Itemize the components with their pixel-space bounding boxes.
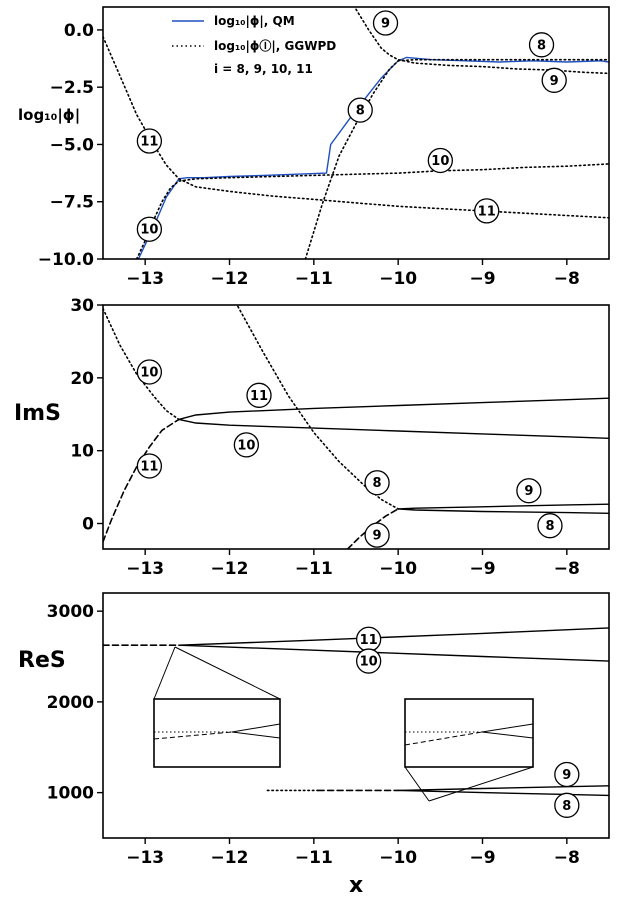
annotation-circle-1-6 [364,522,390,548]
annotation-label-1-1: 11 [250,389,268,404]
annotation-label-1-6: 9 [373,529,382,544]
x-axis-label: x [349,873,363,898]
inset-branch-8-9 [404,698,534,802]
y-tick-label-0-1: −2.5 [50,78,94,98]
annotation-label-1-7: 8 [545,519,554,534]
annotation-label-1-0: 10 [140,366,158,381]
annotation-label-0-7: 11 [478,204,496,219]
x-tick-label-0-5: −8 [554,269,580,289]
annotation-circle-1-0 [136,359,163,385]
series-line-0-3 [135,163,609,259]
annotation-label-1-3: 11 [140,459,158,474]
x-tick-label-2-5: −8 [554,848,580,868]
annotation-circle-1-2 [233,432,260,458]
annotation-circle-0-5 [136,128,163,154]
zoom-insets [153,646,534,802]
y-tick-label-1-3: 0 [82,515,94,535]
x-tick-label-2-2: −11 [295,848,333,868]
series-line-1-1 [103,418,180,543]
x-tick-label-0-3: −10 [379,269,417,289]
annotation-circle-0-7 [474,198,500,224]
x-tick-label-2-3: −10 [379,848,417,868]
series-line-1-4 [237,305,399,510]
x-tick-label-0-0: −13 [126,269,164,289]
annotation-label-2-0: 11 [360,633,378,648]
x-tick-label-1-1: −12 [211,559,249,579]
x-tick-label-1-5: −8 [554,559,580,579]
annotation-label-1-2: 10 [237,438,255,453]
annotation-label-0-5: 11 [140,135,158,150]
y-tick-label-1-2: 10 [70,442,94,462]
series-line-2-1 [178,627,609,646]
annotation-label-0-3: 8 [356,104,365,119]
annotation-circle-2-1 [355,648,382,674]
x-tick-label-0-2: −11 [295,269,333,289]
y-axis-label-res: ReS [18,648,66,673]
annotation-circle-1-3 [136,453,163,479]
annotation-circle-2-3 [554,792,580,818]
x-tick-label-2-4: −9 [469,848,495,868]
y-tick-label-1-0: 30 [70,296,94,316]
x-tick-label-0-4: −9 [469,269,495,289]
inset-branch-10-11 [153,646,281,768]
series-line-0-1 [304,58,609,259]
annotation-circle-1-7 [537,513,563,539]
annotation-circle-0-1 [372,10,399,36]
legend-label-ggwpd: log₁₀|ϕⒾ|, GGWPD [214,38,336,53]
annotation-circle-0-0 [528,32,555,58]
series-line-1-0 [103,307,180,421]
annotation-label-2-2: 9 [562,768,571,783]
annotation-label-2-3: 8 [562,799,571,814]
annotation-circle-0-3 [347,97,373,123]
y-tick-label-2-2: 1000 [47,784,94,804]
annotation-label-0-2: 9 [550,74,559,89]
series-line-1-2 [178,397,609,421]
annotation-circle-0-4 [427,147,453,174]
annotation-label-1-4: 8 [373,476,382,491]
panel-res: 11 10 9 8 −13 −12 −11 −10 −9 −8 3000 2000 1000 [18,592,610,898]
series-line-0-4 [103,36,609,219]
annotation-circle-0-6 [136,216,163,242]
panel-ims: 10 11 10 11 8 9 9 8 −13 −12 −11 −10 −9 −8 30 20 10 0 ImS [14,296,610,579]
series-line-1-6 [397,503,609,510]
annotation-label-1-5: 9 [524,484,533,499]
x-tick-label-0-1: −12 [211,269,249,289]
annotation-circle-1-1 [246,382,272,408]
series-line-1-7 [397,508,609,514]
series-line-2-6 [397,789,609,797]
x-tick-label-1-3: −10 [379,559,417,579]
x-tick-label-2-1: −12 [211,848,249,868]
annotation-label-0-4: 10 [431,154,449,169]
series-line-0-0 [137,56,609,259]
annotation-circle-1-4 [364,470,390,496]
series-line-1-3 [178,418,609,439]
annotation-circle-2-2 [554,761,580,788]
y-axis-label-log-phi: log₁₀|ϕ| [18,106,80,125]
annotation-label-0-6: 10 [140,223,158,238]
legend: log₁₀|ϕ|, QM log₁₀|ϕⒾ|, GGWPD i = 8, 9, … [172,14,336,76]
x-tick-label-1-4: −9 [469,559,495,579]
y-axis-label-ims: ImS [14,401,61,426]
y-tick-label-2-0: 3000 [47,602,94,622]
y-tick-label-0-4: −10.0 [38,250,94,270]
legend-note: i = 8, 9, 10, 11 [214,62,313,76]
y-tick-label-0-0: 0.0 [64,21,94,41]
series-line-2-5 [397,785,609,792]
annotation-circle-0-2 [541,67,567,93]
y-tick-label-0-2: −5.0 [50,135,95,155]
annotation-label-0-1: 9 [381,17,390,32]
y-tick-label-2-1: 2000 [47,693,94,713]
x-tick-label-1-2: −11 [295,559,333,579]
series-line-2-2 [178,644,609,662]
legend-label-qm: log₁₀|ϕ|, QM [214,14,295,28]
x-tick-label-2-0: −13 [126,848,164,868]
panel-log-phi: 8 9 9 8 10 11 10 11 −13 −12 −11 −10 −9 −8 0.0 −2.5 −5.0… [18,6,610,289]
annotation-label-0-0: 8 [537,38,546,53]
annotation-circle-1-5 [516,478,542,504]
annotation-label-2-1: 10 [360,655,378,670]
y-tick-label-0-3: −7.5 [50,193,94,213]
x-tick-label-1-0: −13 [126,559,164,579]
y-tick-label-1-1: 20 [70,369,94,389]
